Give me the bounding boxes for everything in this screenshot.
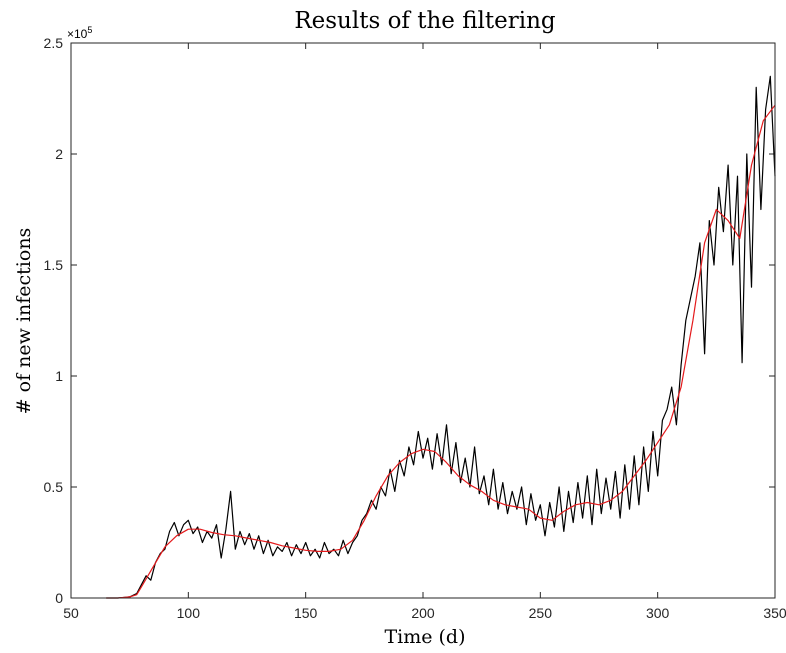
chart-title: Results of the filtering [294,8,556,34]
x-tick-label: 300 [646,605,670,621]
x-tick-label: 150 [294,605,318,621]
y-tick-label: 2 [55,146,63,162]
x-tick-label: 100 [177,605,201,621]
series-line-filtered [106,104,776,599]
data-series [106,75,776,599]
x-tick-label: 200 [411,605,435,621]
x-tick-label: 50 [63,605,79,621]
y-tick-label: 0 [55,590,63,606]
x-tick-label: 250 [529,605,553,621]
y-tick-label: 1 [55,368,63,384]
x-tick-label: 350 [763,605,786,621]
x-axis-label: Time (d) [384,626,465,648]
axis-ticks: 50 100 150 200 250 300 350 0 0.5 1 1.5 2 2.5 [44,35,786,621]
y-axis-label: # of new infections [13,228,35,415]
y-tick-label: 0.5 [44,479,64,495]
y-axis-exponent-label: ×105 [67,25,92,41]
plot-frame [70,42,776,599]
series-line-raw [106,75,776,599]
y-tick-label: 1.5 [44,257,64,273]
y-tick-label: 2.5 [44,35,64,51]
